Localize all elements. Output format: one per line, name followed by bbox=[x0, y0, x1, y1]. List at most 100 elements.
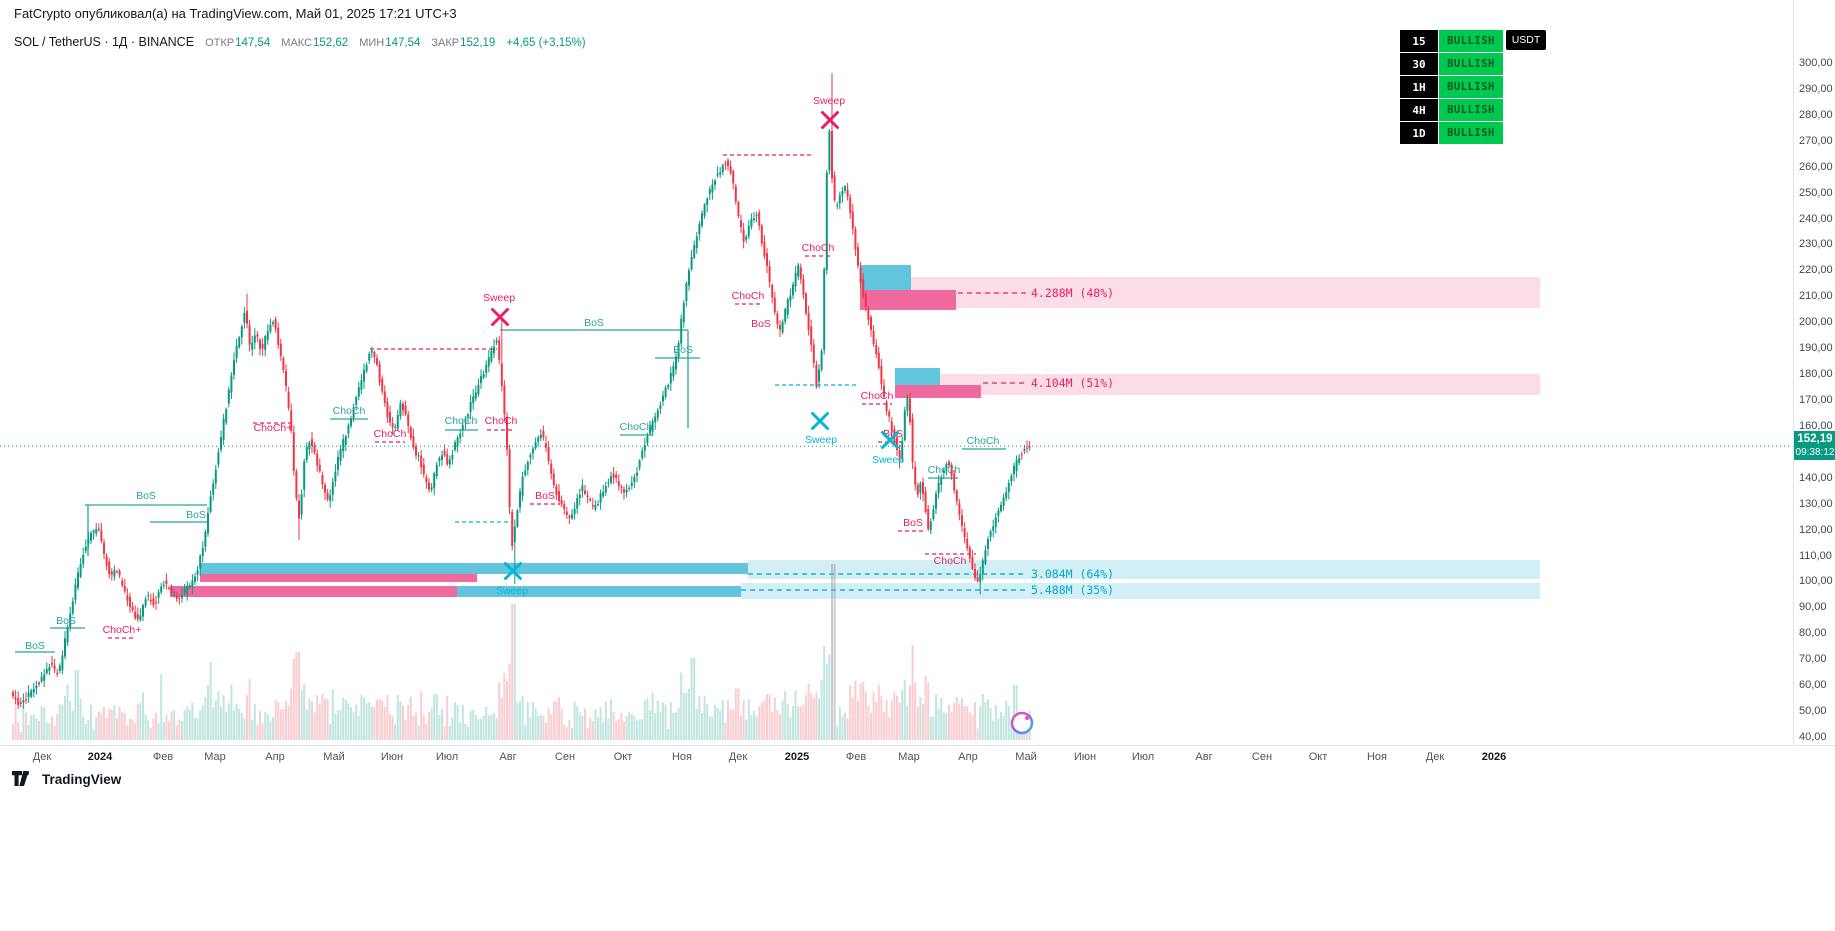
time-axis-label: Сен bbox=[1251, 751, 1273, 763]
open-label: ОТКР bbox=[205, 37, 235, 49]
close-value: 152,19 bbox=[460, 37, 496, 49]
sweep-marks-layer bbox=[491, 111, 899, 580]
svg-text:ChoCh: ChoCh bbox=[861, 390, 894, 402]
price-tick-label: 50,00 bbox=[1799, 705, 1827, 718]
signal-row: 15 BULLISH bbox=[1400, 30, 1503, 52]
signal-row: 1H BULLISH bbox=[1400, 76, 1503, 98]
price-tick-label: 240,00 bbox=[1799, 212, 1833, 225]
time-axis-label: Июн bbox=[380, 751, 404, 763]
svg-text:Sweep: Sweep bbox=[805, 434, 837, 446]
timeframe-cell: 1H bbox=[1400, 76, 1438, 98]
price-tick-label: 140,00 bbox=[1799, 471, 1833, 484]
time-axis-label: Апр bbox=[265, 751, 285, 763]
price-tick-label: 90,00 bbox=[1799, 601, 1827, 614]
time-axis[interactable]: Дек 2024 Фев Мар Апр Май Июн Июл Авг Сен Окт Ноя Дек… bbox=[0, 745, 1835, 771]
chart-svg[interactable]: Sweep Sweep Sweep Sweep Sweep BoS BoS BoS BoS BoS… bbox=[0, 0, 1793, 768]
price-tick-label: 220,00 bbox=[1799, 264, 1833, 277]
price-tick-label: 130,00 bbox=[1799, 497, 1833, 510]
high-label: МАКС bbox=[281, 37, 313, 49]
price-tick-label: 270,00 bbox=[1799, 134, 1833, 147]
time-axis-label: Мар bbox=[898, 751, 920, 763]
high-value: 152,62 bbox=[313, 37, 349, 49]
svg-text:4.288M (48%): 4.288M (48%) bbox=[1031, 286, 1114, 300]
footer: TradingView bbox=[12, 771, 121, 788]
time-axis-label: Ноя bbox=[1366, 751, 1388, 763]
price-tick-label: 100,00 bbox=[1799, 575, 1833, 588]
svg-text:ChoCh: ChoCh bbox=[445, 415, 478, 427]
svg-text:ChoCh: ChoCh bbox=[732, 290, 765, 302]
svg-text:ChoCh: ChoCh bbox=[928, 464, 961, 476]
price-tick-label: 110,00 bbox=[1799, 549, 1832, 562]
ohlc-close: ЗАКР152,19 bbox=[431, 33, 495, 51]
attribution-line: FatCrypto опубликовал(а) на TradingView.… bbox=[14, 6, 457, 21]
signal-row: 4H BULLISH bbox=[1400, 99, 1503, 121]
price-tick-label: 60,00 bbox=[1799, 679, 1827, 692]
signal-cell: BULLISH bbox=[1439, 30, 1503, 52]
timeframe-cell: 30 bbox=[1400, 53, 1438, 75]
price-axis[interactable]: 152,19 09:38:12 300,00 290,00 280,00 270,00… bbox=[1793, 0, 1835, 745]
signal-cell: BULLISH bbox=[1439, 53, 1503, 75]
svg-text:ChoCh: ChoCh bbox=[485, 415, 518, 427]
svg-text:BoS: BoS bbox=[56, 615, 76, 627]
price-tick-label: 70,00 bbox=[1799, 653, 1827, 666]
price-tick-label: 200,00 bbox=[1799, 316, 1833, 329]
svg-text:ChoCh+: ChoCh+ bbox=[103, 624, 142, 636]
price-tick-label: 300,00 bbox=[1799, 57, 1833, 69]
price-tick-label: 250,00 bbox=[1799, 186, 1833, 199]
price-tick-label: 190,00 bbox=[1799, 342, 1833, 355]
svg-text:BoS: BoS bbox=[584, 317, 604, 329]
svg-text:Sweep: Sweep bbox=[496, 585, 528, 597]
svg-text:ChoCh: ChoCh bbox=[333, 405, 366, 417]
currency-badge[interactable]: USDT bbox=[1506, 30, 1546, 50]
low-label: МИН bbox=[359, 37, 385, 49]
tradingview-logo-icon[interactable] bbox=[12, 771, 35, 788]
ohlc-high: МАКС152,62 bbox=[281, 33, 348, 51]
time-axis-label: Июл bbox=[435, 751, 459, 763]
current-price-badge: 152,19 09:38:12 bbox=[1794, 431, 1835, 461]
symbol-title[interactable]: SOL / TetherUS · 1Д · BINANCE bbox=[14, 35, 195, 49]
time-axis-label: 2026 bbox=[1481, 751, 1507, 763]
svg-text:Sweep: Sweep bbox=[813, 95, 845, 107]
svg-text:ChoCh: ChoCh bbox=[374, 428, 407, 440]
time-axis-label: 2024 bbox=[87, 751, 113, 763]
time-axis-label: Дек bbox=[728, 751, 748, 763]
liquidity-leader-lines bbox=[741, 292, 1026, 591]
time-axis-label: Окт bbox=[1308, 751, 1328, 763]
price-tick-label: 80,00 bbox=[1799, 627, 1827, 640]
signal-cell: BULLISH bbox=[1439, 122, 1503, 144]
timeframe-cell: 4H bbox=[1400, 99, 1438, 121]
author-watermark bbox=[1010, 711, 1034, 735]
time-axis-label: Дек bbox=[32, 751, 52, 763]
change-value: +4,65 (+3,15%) bbox=[506, 37, 586, 49]
brand-name[interactable]: TradingView bbox=[42, 772, 122, 787]
timeframe-cell: 1D bbox=[1400, 122, 1438, 144]
liquidity-bars-layer bbox=[170, 265, 981, 597]
svg-text:Sweep: Sweep bbox=[483, 292, 515, 304]
time-axis-label: Апр bbox=[958, 751, 978, 763]
last-price: 152,19 bbox=[1797, 433, 1833, 446]
time-axis-label: Дек bbox=[1425, 751, 1445, 763]
bar-countdown: 09:38:12 bbox=[1795, 447, 1835, 459]
svg-text:ChoCh: ChoCh bbox=[934, 555, 967, 567]
price-tick-label: 120,00 bbox=[1799, 523, 1833, 536]
time-axis-label: Фев bbox=[152, 751, 174, 763]
open-value: 147,54 bbox=[235, 37, 271, 49]
signal-row: 1D BULLISH bbox=[1400, 122, 1503, 144]
time-axis-label: Окт bbox=[613, 751, 633, 763]
svg-text:Sweep: Sweep bbox=[872, 454, 904, 466]
svg-text:ChoCh+: ChoCh+ bbox=[254, 422, 293, 434]
svg-text:BoS: BoS bbox=[136, 490, 156, 502]
liquidity-glow-layer bbox=[741, 277, 1540, 599]
svg-text:BoS: BoS bbox=[186, 509, 206, 521]
ohlc-low: МИН147,54 bbox=[359, 33, 420, 51]
svg-text:ChoCh: ChoCh bbox=[967, 435, 1000, 447]
svg-text:BoS: BoS bbox=[535, 490, 555, 502]
low-value: 147,54 bbox=[385, 37, 421, 49]
time-axis-label: Май bbox=[323, 751, 345, 763]
close-label: ЗАКР bbox=[431, 37, 460, 49]
signal-cell: BULLISH bbox=[1439, 99, 1503, 121]
price-tick-label: 230,00 bbox=[1799, 238, 1833, 251]
chart-legend: SOL / TetherUS · 1Д · BINANCE ОТКР147,54… bbox=[14, 33, 586, 51]
time-axis-label: Ноя bbox=[671, 751, 693, 763]
svg-text:BoS: BoS bbox=[673, 344, 693, 356]
